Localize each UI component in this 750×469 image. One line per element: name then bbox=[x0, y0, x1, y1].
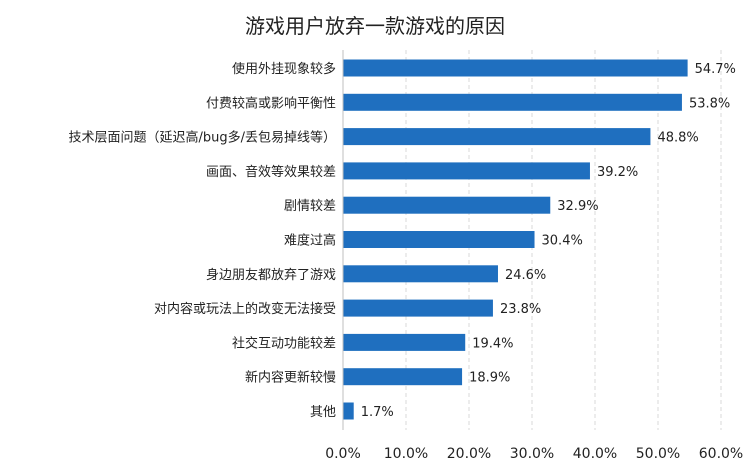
x-tick-label: 60.0% bbox=[699, 446, 743, 462]
x-tick-label: 50.0% bbox=[636, 446, 680, 462]
category-label: 画面、音效等效果较差 bbox=[206, 164, 336, 180]
bar bbox=[343, 162, 590, 180]
bar bbox=[343, 59, 688, 77]
bar bbox=[343, 93, 682, 111]
bar-layer bbox=[343, 59, 688, 420]
bar bbox=[343, 402, 354, 420]
category-label: 新内容更新较慢 bbox=[245, 370, 336, 386]
bar bbox=[343, 196, 551, 214]
axis-layer: 0.0% 10.0% 20.0% 30.0% 40.0% 50.0% 60.0% bbox=[325, 50, 743, 462]
data-label: 54.7% bbox=[695, 62, 736, 77]
category-label: 技术层面问题（延迟高/bug多/丢包易掉线等） bbox=[68, 130, 336, 146]
category-label: 使用外挂现象较多 bbox=[232, 61, 336, 77]
data-label: 48.8% bbox=[657, 131, 698, 146]
data-label: 24.6% bbox=[505, 268, 546, 283]
bar bbox=[343, 231, 535, 248]
category-label: 难度过高 bbox=[284, 233, 336, 249]
bar bbox=[343, 265, 498, 283]
x-tick-label: 0.0% bbox=[325, 446, 361, 462]
bar bbox=[343, 368, 463, 386]
bar bbox=[343, 299, 493, 317]
chart-title: 游戏用户放弃一款游戏的原因 bbox=[245, 14, 505, 38]
category-label: 其他 bbox=[310, 405, 336, 420]
data-label: 39.2% bbox=[597, 165, 638, 180]
data-label: 30.4% bbox=[542, 234, 583, 249]
x-tick-label: 20.0% bbox=[447, 446, 491, 462]
category-label: 剧情较差 bbox=[284, 199, 336, 214]
data-label: 53.8% bbox=[689, 96, 730, 111]
data-label: 18.9% bbox=[469, 371, 510, 386]
x-tick-label: 10.0% bbox=[384, 446, 428, 462]
label-layer: 使用外挂现象较多 54.7% 付费较高或影响平衡性 53.8% 技术层面问题（延迟高/b… bbox=[68, 61, 735, 420]
data-label: 23.8% bbox=[500, 302, 541, 317]
category-label: 社交互动功能较差 bbox=[232, 335, 336, 351]
category-label: 对内容或玩法上的改变无法接受 bbox=[154, 301, 336, 317]
x-tick-label: 30.0% bbox=[510, 446, 554, 462]
x-tick-label: 40.0% bbox=[573, 446, 617, 462]
data-label: 32.9% bbox=[557, 199, 598, 214]
data-label: 1.7% bbox=[361, 405, 394, 420]
category-label: 付费较高或影响平衡性 bbox=[206, 95, 336, 111]
data-label: 19.4% bbox=[472, 336, 513, 351]
category-label: 身边朋友都放弃了游戏 bbox=[206, 267, 336, 283]
bar bbox=[343, 128, 651, 146]
bar bbox=[343, 333, 466, 351]
